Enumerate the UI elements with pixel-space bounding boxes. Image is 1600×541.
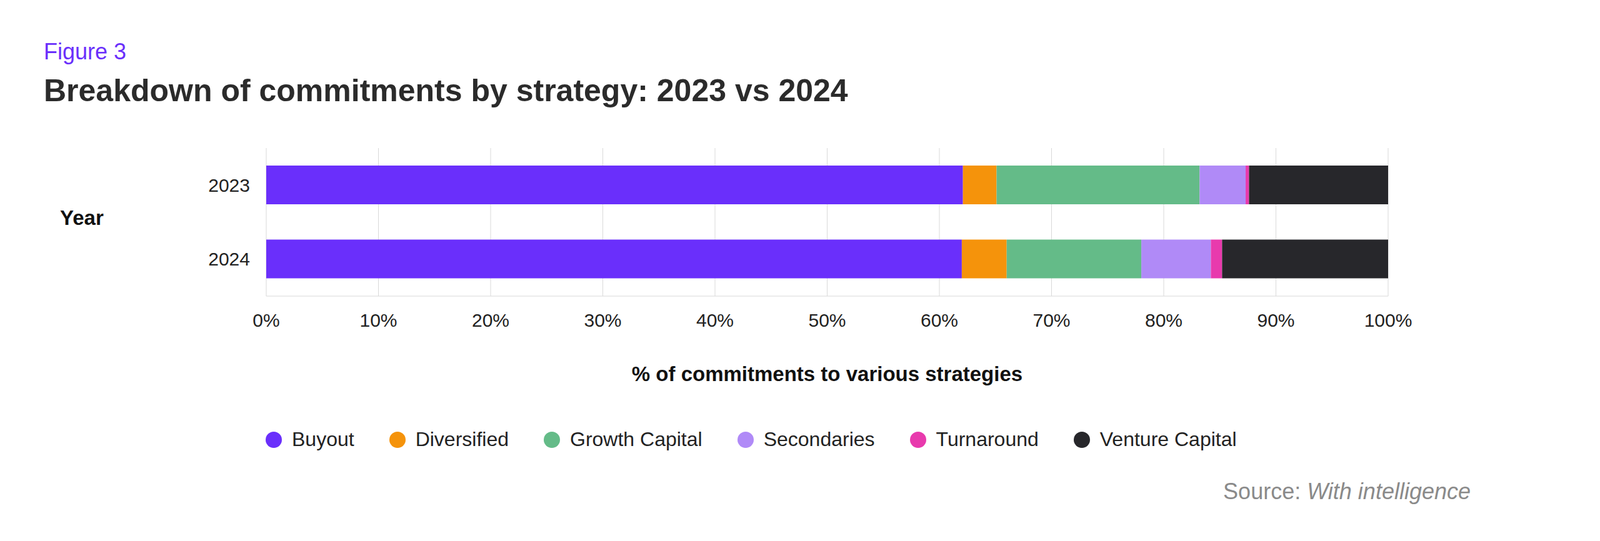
html-text:Source: With intelligence: Source: With intelligence [1223, 478, 1471, 505]
html-text:Year: Year [60, 206, 104, 230]
svg-text:30%: 30% [583, 310, 622, 331]
html-text:% of commitments to various st: % of commitments to various strategies [631, 362, 1023, 386]
html-text:Secondaries: Secondaries [763, 428, 875, 451]
html-text:Breakdown of commitments by st: Breakdown of commitments by strategy: 20… [43, 73, 848, 109]
svg-text:40%: 40% [696, 310, 734, 331]
svg-text:90%: 90% [1256, 310, 1295, 331]
svg-text:50%: 50% [808, 310, 846, 331]
html-text:Figure 3: Figure 3 [43, 38, 127, 65]
html-text:Diversified: Diversified [415, 428, 509, 451]
svg-text:60%: 60% [920, 310, 959, 331]
svg-text:10%: 10% [359, 310, 397, 331]
svg-text:100%: 100% [1364, 310, 1413, 331]
html-text:Growth Capital: Growth Capital [570, 428, 703, 451]
svg-text:2024: 2024 [208, 248, 250, 270]
svg-text:20%: 20% [471, 310, 510, 331]
svg-text:2023: 2023 [208, 175, 250, 196]
svg-text:80%: 80% [1145, 310, 1183, 331]
html-text:Venture Capital: Venture Capital [1099, 428, 1237, 451]
svg-text:0%: 0% [252, 310, 280, 331]
html-text:Buyout: Buyout [291, 428, 355, 451]
svg-text:70%: 70% [1032, 310, 1070, 331]
html-text:Turnaround: Turnaround [935, 428, 1039, 451]
